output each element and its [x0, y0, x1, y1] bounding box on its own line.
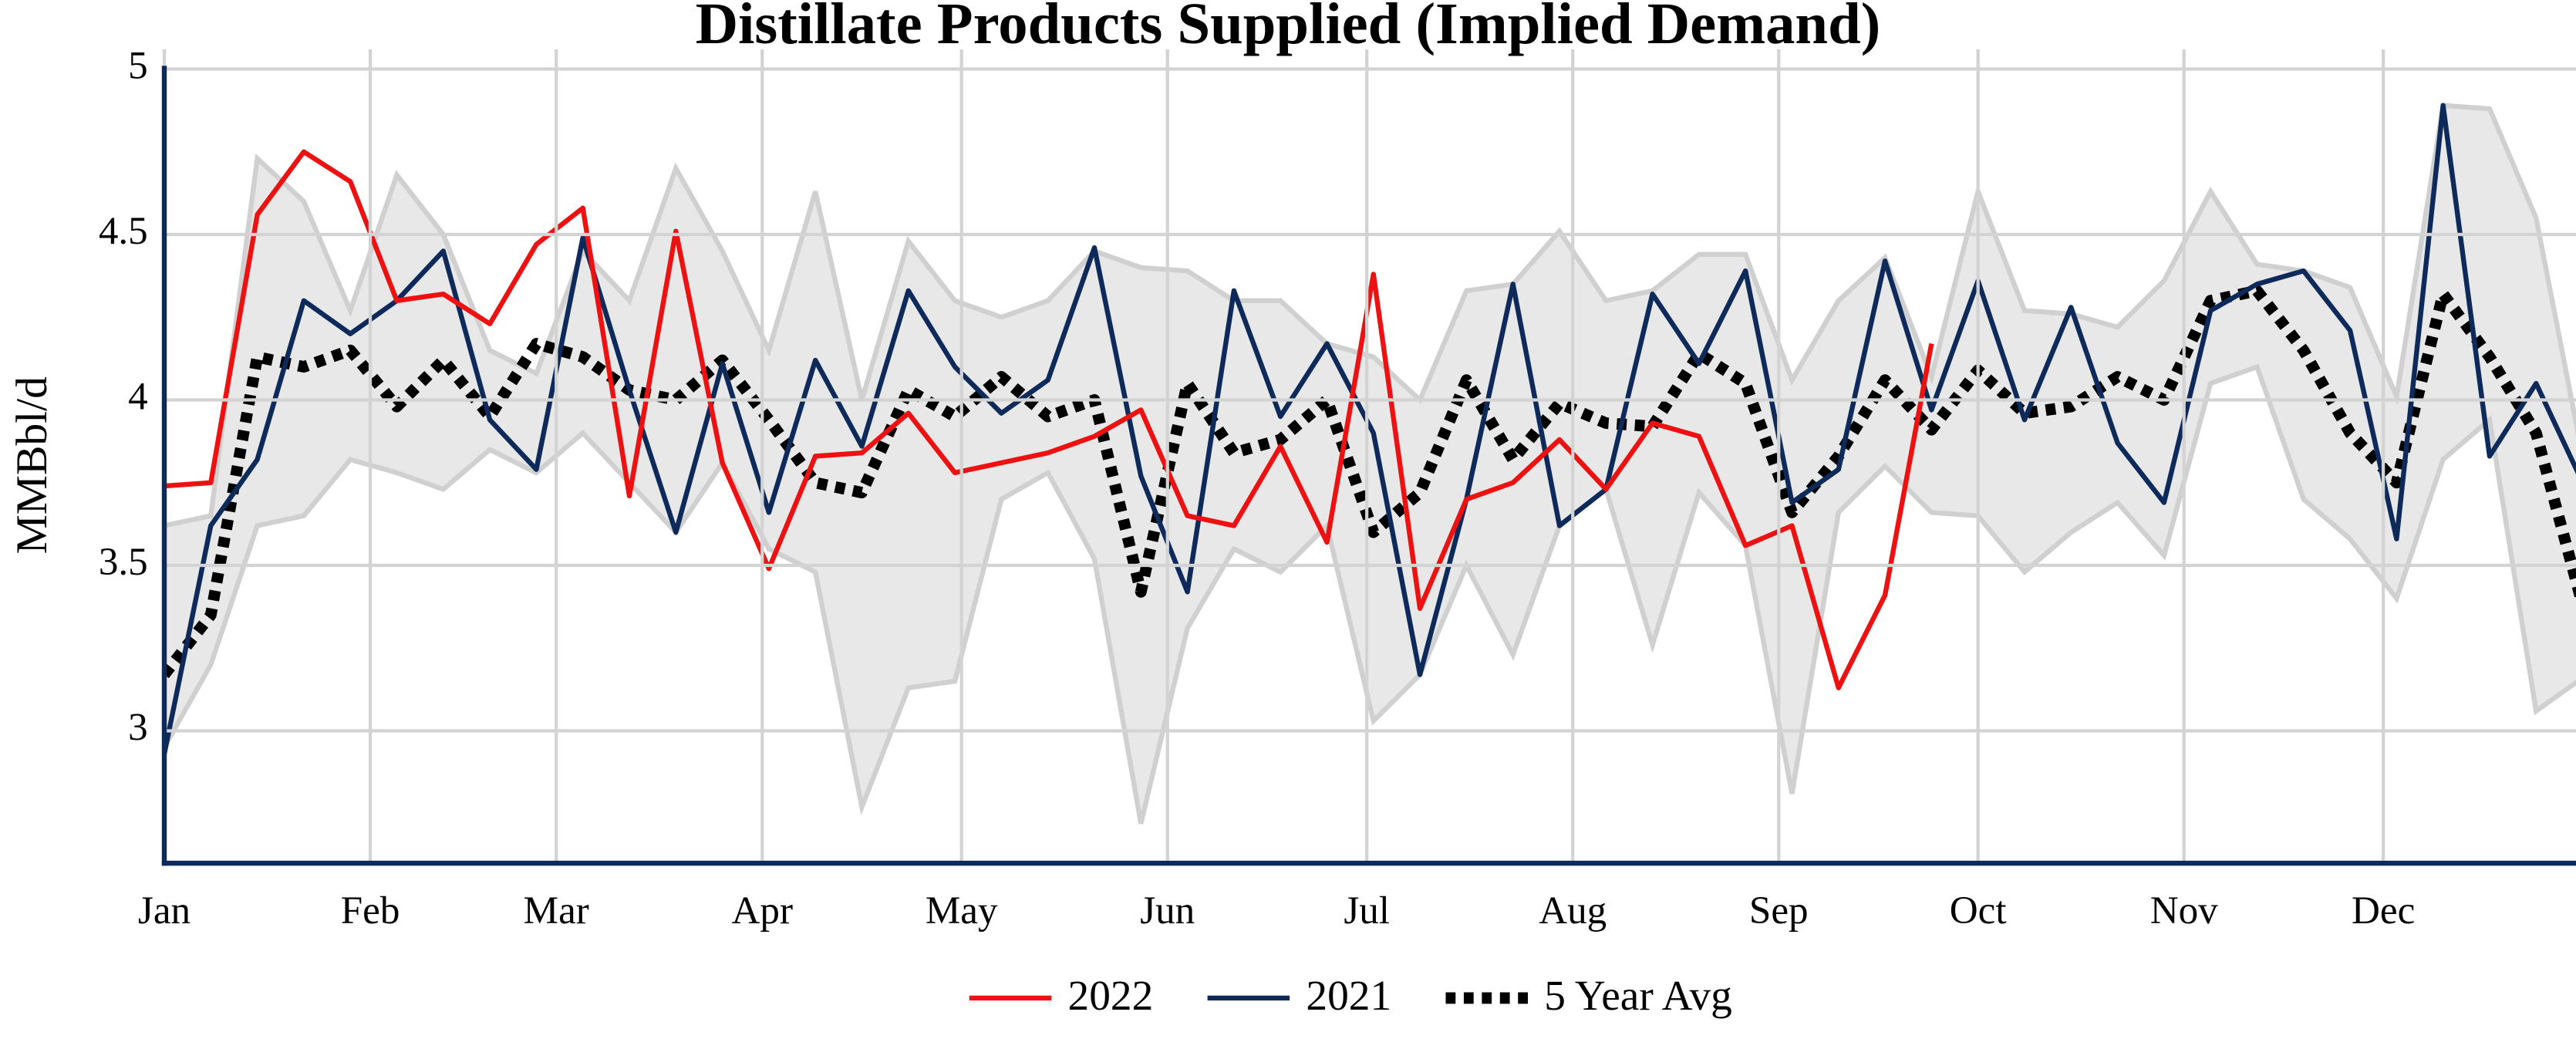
x-tick-label: Oct [1950, 889, 2007, 933]
y-axis-label: MMBbl/d [8, 376, 56, 554]
range-edge [164, 363, 2576, 825]
legend-label: 5 Year Avg [1544, 972, 1732, 1019]
series-line [164, 285, 2576, 679]
legend-label: 2021 [1306, 972, 1391, 1019]
range-band [164, 105, 2576, 824]
y-tick-label: 3.5 [99, 540, 148, 584]
x-tick-label: Jan [138, 889, 191, 933]
series-line [164, 149, 1934, 690]
x-tick-label: Nov [2150, 889, 2218, 933]
y-tick-label: 3 [128, 705, 148, 749]
chart-title: Distillate Products Supplied (Implied De… [696, 0, 1881, 56]
x-tick-label: Jun [1140, 889, 1195, 933]
x-tick-label: May [926, 889, 998, 933]
x-tick-label: Sep [1749, 889, 1809, 933]
x-tick-label: Feb [341, 889, 400, 933]
y-tick-label: 4.5 [99, 209, 148, 253]
series-line [164, 103, 2576, 755]
x-tick-label: Dec [2352, 889, 2415, 933]
legend-label: 2022 [1068, 972, 1154, 1019]
x-tick-label: Aug [1539, 889, 1607, 933]
x-tick-label: Apr [732, 889, 793, 933]
plot-area [164, 103, 2576, 825]
x-tick-label: Mar [524, 889, 589, 933]
y-tick-label: 4 [128, 374, 148, 418]
y-tick-label: 5 [128, 43, 148, 87]
x-tick-label: Jul [1344, 889, 1390, 933]
range-edge [164, 103, 2576, 528]
